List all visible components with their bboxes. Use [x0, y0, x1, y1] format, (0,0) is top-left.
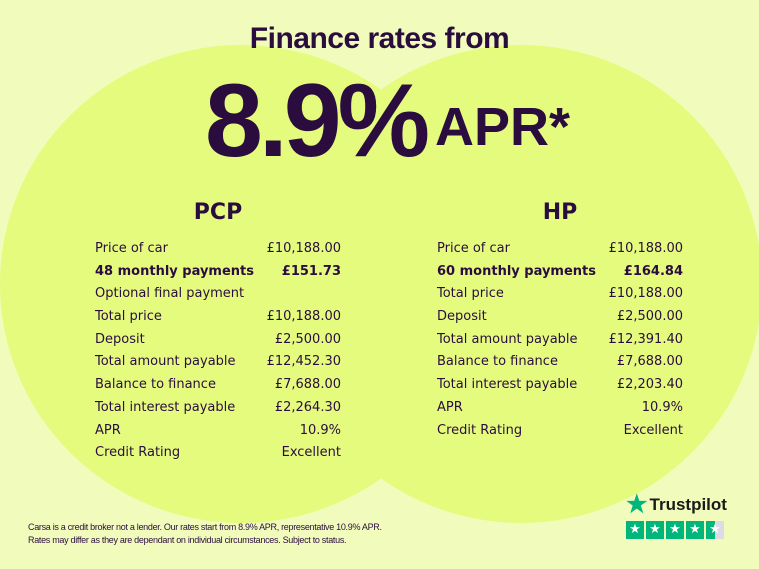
pcp-row: Price of car £10,188.00 [95, 238, 341, 261]
row-value: 10.9% [641, 399, 683, 415]
row-label: Balance to finance [95, 377, 216, 393]
row-value: 10.9% [299, 422, 341, 438]
background-circle-right [280, 45, 759, 523]
row-label: APR [437, 399, 463, 415]
row-label: Price of car [437, 241, 510, 256]
pcp-row: Total interest payable £2,264.30 [95, 397, 341, 420]
row-value: £151.73 [281, 263, 341, 279]
row-value: £7,688.00 [274, 377, 341, 393]
pcp-row: APR 10.9% [95, 420, 341, 443]
rate-suffix: APR* [435, 97, 571, 157]
row-value: £10,188.00 [266, 241, 341, 256]
row-value: £10,188.00 [608, 286, 683, 302]
rating-star-icon: ★ [626, 521, 644, 539]
disclaimer: Carsa is a credit broker not a lender. O… [28, 521, 382, 546]
row-value: Excellent [281, 445, 341, 461]
row-label: Total price [437, 286, 504, 302]
rating-star-icon: ★ [706, 521, 724, 539]
pcp-row: Deposit £2,500.00 [95, 329, 341, 352]
row-label: Total interest payable [437, 377, 578, 393]
row-value: £2,500.00 [274, 331, 341, 347]
row-label: Total interest payable [95, 399, 236, 415]
row-value: £2,264.30 [274, 399, 341, 415]
rating-star-icon: ★ [666, 521, 684, 539]
headline: Finance rates from [249, 22, 510, 55]
row-value: £164.84 [623, 263, 683, 279]
row-label: Balance to finance [437, 354, 558, 370]
pcp-row: 48 monthly payments £151.73 [95, 261, 341, 284]
hp-row: Deposit £2,500.00 [437, 306, 683, 329]
row-value: £2,203.40 [616, 377, 683, 393]
row-label: 48 monthly payments [95, 263, 254, 279]
row-value: £7,688.00 [616, 354, 683, 370]
hp-row: Balance to finance £7,688.00 [437, 351, 683, 374]
row-value: £12,391.40 [608, 331, 683, 347]
hp-row: Total interest payable £2,203.40 [437, 374, 683, 397]
row-label: Optional final payment [95, 286, 245, 302]
row-label: Deposit [437, 309, 487, 325]
row-label: Total price [95, 309, 162, 325]
hp-row: Total amount payable £12,391.40 [437, 329, 683, 352]
pcp-row: Total amount payable £12,452.30 [95, 351, 341, 374]
hp-row: Total price £10,188.00 [437, 283, 683, 306]
rating-star-icon: ★ [646, 521, 664, 539]
row-label: 60 monthly payments [437, 263, 596, 279]
hp-row: Credit Rating Excellent [437, 420, 683, 443]
pcp-title: PCP [193, 200, 243, 225]
hp-row: APR 10.9% [437, 397, 683, 420]
row-label: Price of car [95, 241, 168, 256]
rating-star-icon: ★ [686, 521, 704, 539]
pcp-row: Credit Rating Excellent [95, 442, 341, 465]
row-label: Credit Rating [437, 422, 523, 438]
pcp-row: Optional final payment [95, 283, 341, 306]
row-value: £12,452.30 [266, 354, 341, 370]
hp-title: HP [542, 200, 578, 225]
row-label: Deposit [95, 331, 145, 347]
trustpilot-rating: ★ ★ ★ ★ ★ [626, 521, 727, 539]
pcp-row: Total price £10,188.00 [95, 306, 341, 329]
row-value: £2,500.00 [616, 309, 683, 325]
trustpilot-star-icon: ★ [626, 491, 648, 518]
row-label: Credit Rating [95, 445, 181, 461]
pcp-row: Balance to finance £7,688.00 [95, 374, 341, 397]
trustpilot-badge: ★ Trustpilot ★ ★ ★ ★ ★ [626, 493, 727, 539]
row-label: Total amount payable [95, 354, 236, 370]
row-label: APR [95, 422, 121, 438]
trustpilot-name: Trustpilot [649, 495, 727, 514]
rate-value: 8.9% [205, 63, 430, 179]
row-label: Total amount payable [437, 331, 578, 347]
hp-row: 60 monthly payments £164.84 [437, 261, 683, 284]
disclaimer-line-2: Rates may differ as they are dependant o… [28, 534, 347, 545]
disclaimer-line-1: Carsa is a credit broker not a lender. O… [28, 522, 382, 532]
row-value: Excellent [623, 422, 683, 438]
row-value: £10,188.00 [608, 241, 683, 256]
hp-row: Price of car £10,188.00 [437, 238, 683, 261]
row-value: £10,188.00 [266, 309, 341, 325]
